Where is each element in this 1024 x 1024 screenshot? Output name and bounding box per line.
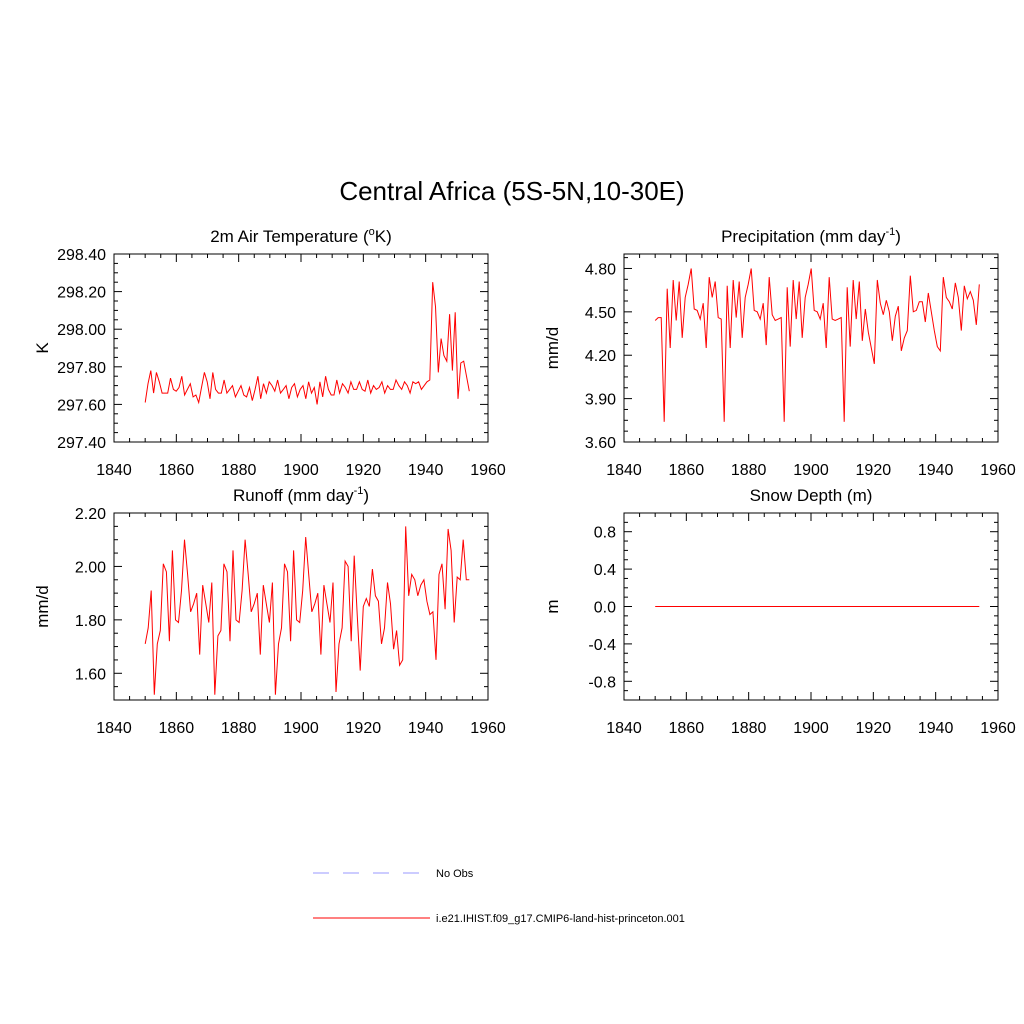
runoff-xtick-label: 1960 xyxy=(470,720,506,737)
air-temperature-ytick-label: 297.60 xyxy=(57,397,106,414)
air-temperature-xtick-label: 1960 xyxy=(470,462,506,479)
air-temperature-plot-frame xyxy=(113,253,489,443)
figure-title: Central Africa (5S-5N,10-30E) xyxy=(339,176,684,206)
precipitation-ytick-label: 4.80 xyxy=(585,261,616,278)
air-temperature-ytick-label: 297.40 xyxy=(57,435,106,452)
precipitation-ytick-label: 4.50 xyxy=(585,305,616,322)
snow-depth-ytick-label: 0.4 xyxy=(594,562,616,579)
air-temperature-xtick-label: 1840 xyxy=(96,462,132,479)
precipitation-title: Precipitation (mm day-1) xyxy=(721,226,901,246)
runoff-ytick-label: 1.80 xyxy=(75,613,106,630)
snow-depth-ytick-label: 0.0 xyxy=(594,600,616,617)
air-temperature-ytick-label: 297.80 xyxy=(57,360,106,377)
runoff-xtick-label: 1840 xyxy=(96,720,132,737)
snow-depth-xtick-label: 1900 xyxy=(793,720,829,737)
air-temperature-panel: 2m Air Temperature (oK) K 1840 1860 1880 1900… xyxy=(33,226,506,479)
air-temperature-xtick-label: 1900 xyxy=(283,462,319,479)
snow-depth-ytick-label: -0.8 xyxy=(588,674,616,691)
runoff-ylabel: mm/d xyxy=(33,585,52,628)
snow-depth-xtick-label: 1840 xyxy=(606,720,642,737)
air-temperature-ylabel: K xyxy=(33,342,52,354)
precipitation-xtick-label: 1840 xyxy=(606,462,642,479)
precipitation-ylabel: mm/d xyxy=(543,327,562,370)
runoff-title: Runoff (mm day-1) xyxy=(233,485,369,505)
runoff-xtick-label: 1940 xyxy=(408,720,444,737)
precipitation-xtick-label: 1940 xyxy=(918,462,954,479)
air-temperature-ytick-label: 298.40 xyxy=(57,247,106,264)
air-temperature-ytick-label: 298.20 xyxy=(57,285,106,302)
snow-depth-ylabel: m xyxy=(543,599,562,613)
precipitation-xtick-label: 1920 xyxy=(856,462,892,479)
precipitation-xtick-label: 1860 xyxy=(669,462,705,479)
air-temperature-xtick-label: 1940 xyxy=(408,462,444,479)
runoff-panel: Runoff (mm day-1) mm/d 1840 1860 1880 1900 192… xyxy=(33,485,506,737)
precipitation-ytick-label: 3.60 xyxy=(585,435,616,452)
runoff-ytick-label: 2.00 xyxy=(75,559,106,576)
runoff-xtick-label: 1900 xyxy=(283,720,319,737)
precipitation-xtick-label: 1960 xyxy=(980,462,1016,479)
precipitation-xtick-label: 1900 xyxy=(793,462,829,479)
runoff-xtick-label: 1920 xyxy=(346,720,382,737)
runoff-xtick-label: 1860 xyxy=(159,720,195,737)
air-temperature-ytick-label: 298.00 xyxy=(57,322,106,339)
snow-depth-ytick-label: 0.8 xyxy=(594,525,616,542)
air-temperature-series-line xyxy=(144,282,470,405)
precipitation-panel: Precipitation (mm day-1) mm/d 1840 1860 1880… xyxy=(543,226,1016,479)
precipitation-xtick-label: 1880 xyxy=(731,462,767,479)
precipitation-series-line xyxy=(654,268,980,422)
snow-depth-title: Snow Depth (m) xyxy=(750,486,873,505)
runoff-ytick-label: 2.20 xyxy=(75,506,106,523)
runoff-xtick-label: 1880 xyxy=(221,720,257,737)
precipitation-plot-frame xyxy=(623,253,999,443)
snow-depth-xtick-label: 1880 xyxy=(731,720,767,737)
legend: No Obs i.e21.IHIST.f09_g17.CMIP6-land-his… xyxy=(313,868,685,925)
snow-depth-xtick-label: 1920 xyxy=(856,720,892,737)
legend-label-1: No Obs xyxy=(436,868,474,880)
snow-depth-xtick-label: 1940 xyxy=(918,720,954,737)
air-temperature-xtick-label: 1860 xyxy=(159,462,195,479)
air-temperature-xtick-label: 1920 xyxy=(346,462,382,479)
runoff-series-line xyxy=(144,526,470,695)
legend-label-2: i.e21.IHIST.f09_g17.CMIP6-land-hist-prin… xyxy=(436,913,685,925)
runoff-ytick-label: 1.60 xyxy=(75,666,106,683)
precipitation-ytick-label: 3.90 xyxy=(585,392,616,409)
air-temperature-title: 2m Air Temperature (oK) xyxy=(210,226,392,246)
panel-group: 2m Air Temperature (oK) K 1840 1860 1880 1900… xyxy=(33,226,1016,737)
snow-depth-xtick-label: 1860 xyxy=(669,720,705,737)
snow-depth-panel: Snow Depth (m) m 1840 1860 1880 1900 1920 1940 1… xyxy=(543,486,1016,737)
precipitation-ytick-label: 4.20 xyxy=(585,348,616,365)
air-temperature-xtick-label: 1880 xyxy=(221,462,257,479)
snow-depth-ytick-label: -0.4 xyxy=(588,637,616,654)
snow-depth-xtick-label: 1960 xyxy=(980,720,1016,737)
